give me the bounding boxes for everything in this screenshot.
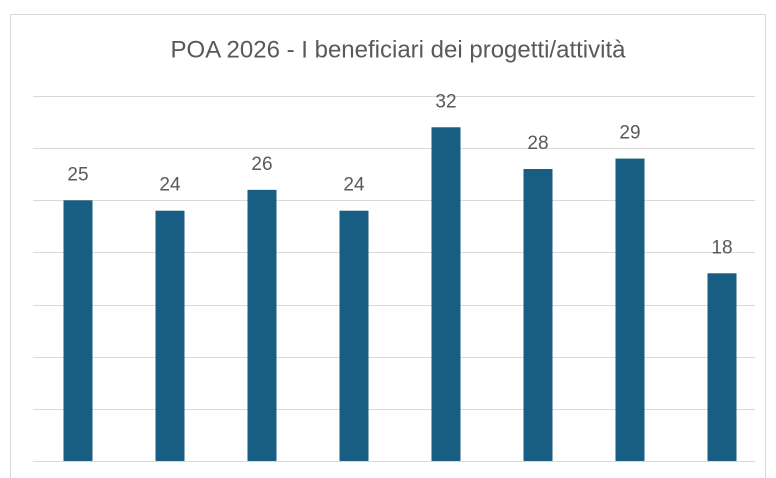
bar: [523, 169, 553, 461]
data-label: 24: [343, 175, 365, 196]
bar: [431, 127, 461, 462]
bar: [339, 210, 369, 461]
data-label: 25: [67, 164, 88, 185]
chart-title: POA 2026 - I beneficiari dei progetti/at…: [171, 36, 627, 63]
bar: [707, 273, 737, 461]
data-label: 29: [619, 123, 640, 144]
data-label: 24: [159, 175, 181, 196]
bar: [155, 210, 185, 461]
bar: [247, 189, 277, 461]
bar: [63, 200, 93, 462]
data-label: 32: [435, 91, 456, 112]
data-label: 18: [711, 237, 732, 258]
bar: [615, 158, 645, 462]
data-label: 26: [251, 154, 272, 175]
chart-frame: [10, 14, 766, 478]
data-label: 28: [527, 133, 548, 154]
